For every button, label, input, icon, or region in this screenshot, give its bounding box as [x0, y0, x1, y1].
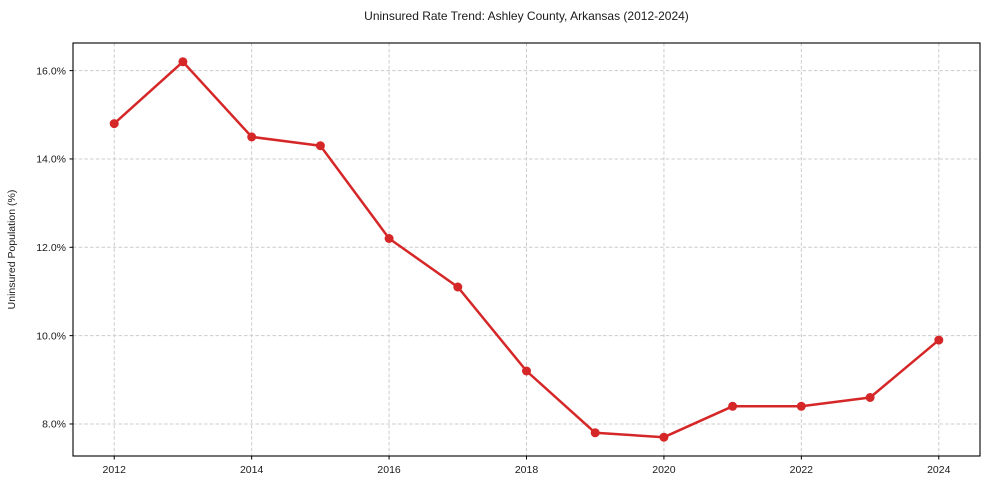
data-point [796, 401, 806, 411]
data-point [453, 282, 463, 292]
axis-tick-marks [69, 70, 940, 460]
chart-title: Uninsured Rate Trend: Ashley County, Ark… [364, 9, 689, 23]
data-point [247, 132, 257, 142]
data-point [178, 57, 188, 67]
data-point [315, 141, 325, 151]
data-point [109, 119, 119, 129]
data-point-markers [109, 57, 944, 442]
data-point [522, 366, 531, 376]
x-tick-labels: 2012 2014 2016 2018 2020 2022 2024 [103, 464, 951, 476]
x-tick-label: 2022 [790, 464, 814, 476]
x-tick-label: 2024 [927, 464, 951, 476]
y-tick-label: 10.0% [36, 330, 66, 342]
x-tick-label: 2020 [652, 464, 676, 476]
x-tick-label: 2016 [377, 464, 401, 476]
x-tick-label: 2014 [240, 464, 264, 476]
data-point [728, 401, 738, 411]
gridlines [73, 43, 980, 456]
data-point [590, 428, 600, 438]
y-tick-label: 16.0% [36, 65, 66, 77]
x-tick-label: 2012 [103, 464, 127, 476]
y-axis-label: Uninsured Population (%) [6, 190, 18, 310]
data-point [934, 335, 944, 345]
data-point [865, 393, 875, 402]
y-tick-label: 14.0% [36, 154, 66, 166]
y-tick-labels: 8.0% 10.0% 12.0% 14.0% 16.0% [36, 65, 66, 430]
y-tick-label: 8.0% [42, 419, 66, 431]
data-point [659, 432, 669, 442]
x-tick-label: 2018 [515, 464, 539, 476]
y-tick-label: 12.0% [36, 242, 66, 254]
data-point [384, 234, 394, 243]
